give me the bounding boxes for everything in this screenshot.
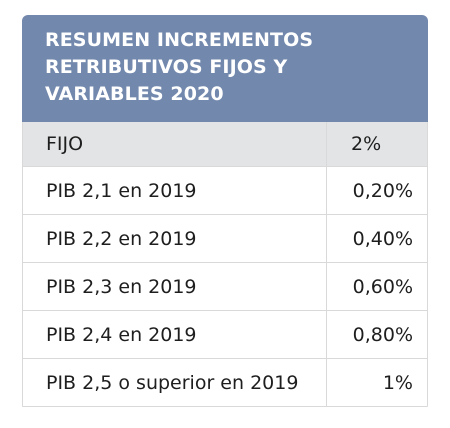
row-value: 2%	[351, 133, 382, 155]
table-row: PIB 2,4 en 2019 0,80%	[22, 311, 428, 359]
table-title-line: VARIABLES 2020	[45, 83, 224, 105]
row-value: 1%	[382, 371, 413, 394]
table-row: PIB 2,1 en 2019 0,20%	[22, 167, 428, 215]
row-label: PIB 2,4 en 2019	[23, 311, 327, 358]
row-value: 0,60%	[352, 275, 413, 298]
table-row: PIB 2,5 o superior en 2019 1%	[22, 359, 428, 407]
table-title-line: RETRIBUTIVOS FIJOS Y	[45, 56, 288, 78]
table-title-line: RESUMEN INCREMENTOS	[45, 29, 314, 51]
table-row: PIB 2,3 en 2019 0,60%	[22, 263, 428, 311]
row-value: 0,80%	[352, 323, 413, 346]
row-label: PIB 2,3 en 2019	[23, 263, 327, 310]
row-value: 0,40%	[352, 227, 413, 250]
table-title: RESUMEN INCREMENTOS RETRIBUTIVOS FIJOS Y…	[22, 15, 428, 122]
salary-increments-table-card: RESUMEN INCREMENTOS RETRIBUTIVOS FIJOS Y…	[22, 15, 428, 411]
table-row: PIB 2,2 en 2019 0,40%	[22, 215, 428, 263]
row-label: PIB 2,1 en 2019	[23, 167, 327, 214]
table-row-fixed: FIJO 2%	[22, 122, 428, 167]
row-label: PIB 2,5 o superior en 2019	[23, 359, 327, 406]
row-label: FIJO	[23, 122, 327, 166]
row-value: 0,20%	[352, 179, 413, 202]
row-label: PIB 2,2 en 2019	[23, 215, 327, 262]
